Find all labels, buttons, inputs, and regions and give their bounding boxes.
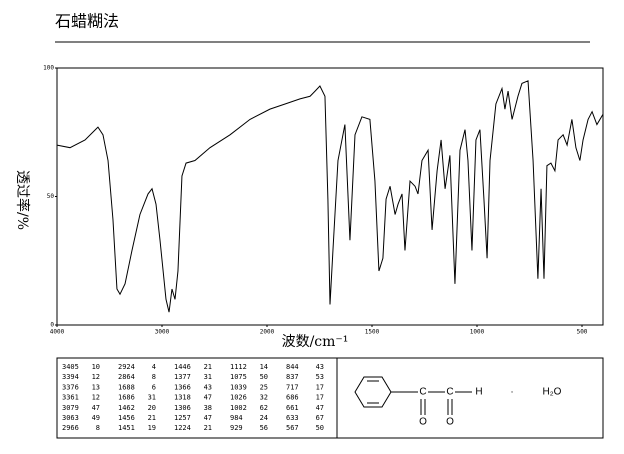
peak-intensity: 62 — [260, 404, 268, 412]
peak-intensity: 53 — [316, 373, 324, 381]
peak-intensity: 49 — [92, 414, 100, 422]
peak-wavenumber: 1026 — [230, 394, 247, 402]
x-tick-label: 1000 — [470, 329, 485, 336]
peak-intensity: 67 — [316, 414, 324, 422]
peak-intensity: 17 — [316, 394, 324, 402]
peak-wavenumber: 686 — [286, 394, 299, 402]
peak-wavenumber: 1112 — [230, 363, 247, 371]
peak-intensity: 21 — [204, 363, 212, 371]
peak-wavenumber: 2966 — [62, 424, 79, 432]
peak-wavenumber: 3376 — [62, 383, 79, 391]
peak-wavenumber: 1366 — [174, 383, 191, 391]
peak-intensity: 47 — [204, 394, 212, 402]
peak-wavenumber: 1306 — [174, 404, 191, 412]
peak-wavenumber: 3063 — [62, 414, 79, 422]
peak-intensity: 19 — [148, 424, 156, 432]
peak-wavenumber: 1462 — [118, 404, 135, 412]
peak-intensity: 12 — [92, 373, 100, 381]
peak-wavenumber: 1257 — [174, 414, 191, 422]
atom: H — [475, 387, 482, 398]
peak-wavenumber: 929 — [230, 424, 243, 432]
separator: · — [510, 387, 513, 398]
peak-wavenumber: 1318 — [174, 394, 191, 402]
peak-intensity: 47 — [92, 404, 100, 412]
peak-intensity: 43 — [204, 383, 212, 391]
x-tick-label: 500 — [577, 329, 588, 336]
peak-wavenumber: 1039 — [230, 383, 247, 391]
peak-wavenumber: 633 — [286, 414, 299, 422]
peak-intensity: 50 — [260, 373, 268, 381]
x-tick-label: 4000 — [50, 329, 65, 336]
peak-intensity: 8 — [152, 373, 156, 381]
atom: C — [446, 387, 453, 398]
peak-intensity: 13 — [92, 383, 100, 391]
peak-intensity: 14 — [260, 363, 268, 371]
atom: C — [419, 387, 426, 398]
peak-intensity: 8 — [96, 424, 100, 432]
x-tick-label: 3000 — [155, 329, 170, 336]
peak-wavenumber: 567 — [286, 424, 299, 432]
peak-wavenumber: 837 — [286, 373, 299, 381]
peak-wavenumber: 1451 — [118, 424, 135, 432]
table-frame — [56, 357, 604, 439]
x-tick-label: 1500 — [365, 329, 380, 336]
peak-wavenumber: 1686 — [118, 394, 135, 402]
peak-intensity: 47 — [316, 404, 324, 412]
peak-intensity: 50 — [316, 424, 324, 432]
peak-wavenumber: 3079 — [62, 404, 79, 412]
x-tick-label: 2000 — [260, 329, 275, 336]
peak-wavenumber: 717 — [286, 383, 299, 391]
y-tick-label: 100 — [43, 65, 54, 72]
peak-intensity: 31 — [148, 394, 156, 402]
peak-intensity: 56 — [260, 424, 268, 432]
peak-wavenumber: 1075 — [230, 373, 247, 381]
peak-intensity: 32 — [260, 394, 268, 402]
peak-wavenumber: 3394 — [62, 373, 79, 381]
peak-wavenumber: 844 — [286, 363, 299, 371]
peak-wavenumber: 1456 — [118, 414, 135, 422]
peak-intensity: 43 — [316, 363, 324, 371]
y-tick-label: 0 — [50, 322, 54, 329]
peak-intensity: 17 — [316, 383, 324, 391]
peak-intensity: 47 — [204, 414, 212, 422]
peak-wavenumber: 2924 — [118, 363, 135, 371]
spectrum-line — [56, 80, 604, 313]
peak-intensity: 10 — [92, 363, 100, 371]
peak-wavenumber: 1002 — [230, 404, 247, 412]
peak-intensity: 24 — [260, 414, 268, 422]
peak-wavenumber: 984 — [230, 414, 243, 422]
peak-wavenumber: 661 — [286, 404, 299, 412]
chart-title: 石蜡糊法 — [55, 12, 119, 31]
x-axis-label: 波数/cm⁻¹ — [282, 334, 349, 350]
peak-wavenumber: 3361 — [62, 394, 79, 402]
structure — [354, 376, 472, 415]
peak-intensity: 21 — [148, 414, 156, 422]
peak-intensity: 4 — [152, 363, 156, 371]
atom: O — [446, 417, 454, 428]
peak-wavenumber: 1224 — [174, 424, 191, 432]
peak-wavenumber: 1377 — [174, 373, 191, 381]
peak-wavenumber: 1688 — [118, 383, 135, 391]
peak-intensity: 31 — [204, 373, 212, 381]
peak-intensity: 25 — [260, 383, 268, 391]
peak-intensity: 20 — [148, 404, 156, 412]
y-tick-label: 50 — [47, 193, 55, 200]
peak-wavenumber: 2864 — [118, 373, 135, 381]
peak-intensity: 12 — [92, 394, 100, 402]
y-axis-label: 透过率/% — [14, 170, 31, 230]
peak-intensity: 21 — [204, 424, 212, 432]
water: H₂O — [543, 387, 562, 398]
peak-wavenumber: 3405 — [62, 363, 79, 371]
atom: O — [419, 417, 427, 428]
peak-intensity: 6 — [152, 383, 156, 391]
peak-intensity: 38 — [204, 404, 212, 412]
peak-wavenumber: 1446 — [174, 363, 191, 371]
